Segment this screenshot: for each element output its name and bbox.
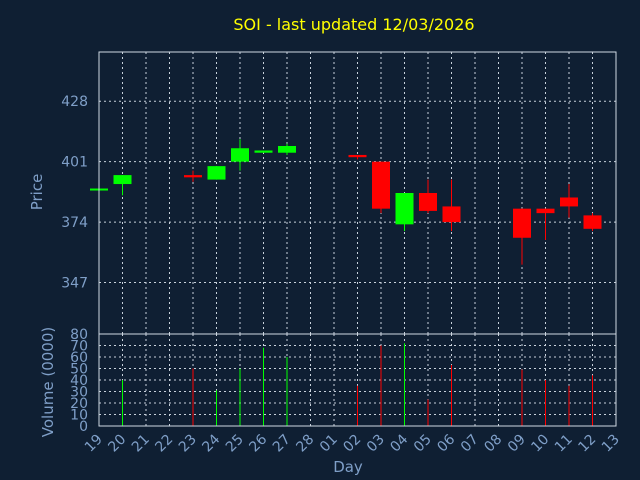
price-grid — [98, 52, 617, 334]
x-tick-label: 08 — [481, 432, 505, 456]
candle-body — [583, 215, 602, 229]
volume-tick-label: 40 — [70, 373, 88, 389]
volume-panel-frame — [98, 333, 617, 427]
volume-bars-layer — [122, 343, 593, 426]
x-tick-label: 22 — [152, 432, 176, 456]
volume-tick-label: 10 — [70, 408, 88, 424]
volume-tick-label: 30 — [70, 385, 88, 401]
x-tick-label: 09 — [505, 432, 529, 456]
price-axis-label: Price — [28, 174, 46, 211]
x-tick-label: 02 — [340, 432, 364, 456]
volume-tick-label: 60 — [70, 350, 88, 366]
candle-body — [348, 154, 367, 158]
price-tick-labels: 347 374 401 428 — [61, 94, 88, 291]
x-tick-label: 24 — [199, 431, 223, 455]
volume-tick-label: 50 — [70, 362, 88, 378]
candle-body — [254, 150, 273, 153]
candle-body — [442, 206, 461, 223]
candle-body — [207, 166, 226, 180]
candle-body — [231, 148, 249, 162]
candle-body — [395, 193, 414, 225]
x-tick-labels: 19 20 21 22 23 24 25 26 27 28 01 02 03 04 05 06 07 08 09 10… — [82, 431, 623, 455]
volume-axis-label: Volume (0000) — [39, 327, 57, 437]
x-tick-label: 21 — [129, 432, 153, 456]
x-tick-label: 06 — [434, 431, 458, 455]
candle-body — [513, 208, 531, 238]
candle-body — [184, 175, 202, 178]
price-tick-label: 374 — [61, 215, 88, 231]
x-tick-label: 26 — [246, 431, 270, 455]
candle-body — [560, 197, 578, 207]
chart-title: SOI - last updated 12/03/2026 — [233, 15, 474, 34]
x-tick-label: 07 — [458, 432, 482, 456]
x-tick-label: 10 — [528, 432, 552, 456]
x-tick-label: 19 — [82, 432, 106, 456]
candle-body — [372, 161, 390, 209]
x-tick-label: 25 — [223, 432, 247, 456]
price-tick-label: 401 — [61, 155, 88, 171]
x-tick-label: 12 — [575, 432, 599, 456]
x-axis-label: Day — [333, 458, 363, 476]
x-tick-label: 20 — [105, 432, 129, 456]
x-tick-label: 03 — [364, 432, 388, 456]
x-tick-label: 27 — [270, 432, 294, 456]
candle-body — [536, 208, 555, 214]
price-tick-label: 428 — [61, 94, 88, 110]
x-tick-label: 28 — [293, 432, 317, 456]
volume-tick-label: 80 — [70, 327, 88, 343]
x-tick-label: 23 — [176, 432, 200, 456]
x-tick-label: 04 — [387, 431, 411, 455]
volume-tick-label: 0 — [79, 419, 88, 435]
price-tick-label: 347 — [61, 276, 88, 292]
volume-tick-label: 20 — [70, 396, 88, 412]
candles-layer — [90, 139, 602, 265]
x-tick-label: 13 — [599, 432, 623, 456]
candle-body — [419, 193, 437, 211]
x-tick-label: 01 — [317, 432, 341, 456]
candle-body — [113, 175, 132, 185]
volume-tick-label: 70 — [70, 339, 88, 355]
candle-body — [278, 146, 296, 153]
x-tick-label: 05 — [411, 432, 435, 456]
x-tick-label: 11 — [552, 432, 576, 456]
